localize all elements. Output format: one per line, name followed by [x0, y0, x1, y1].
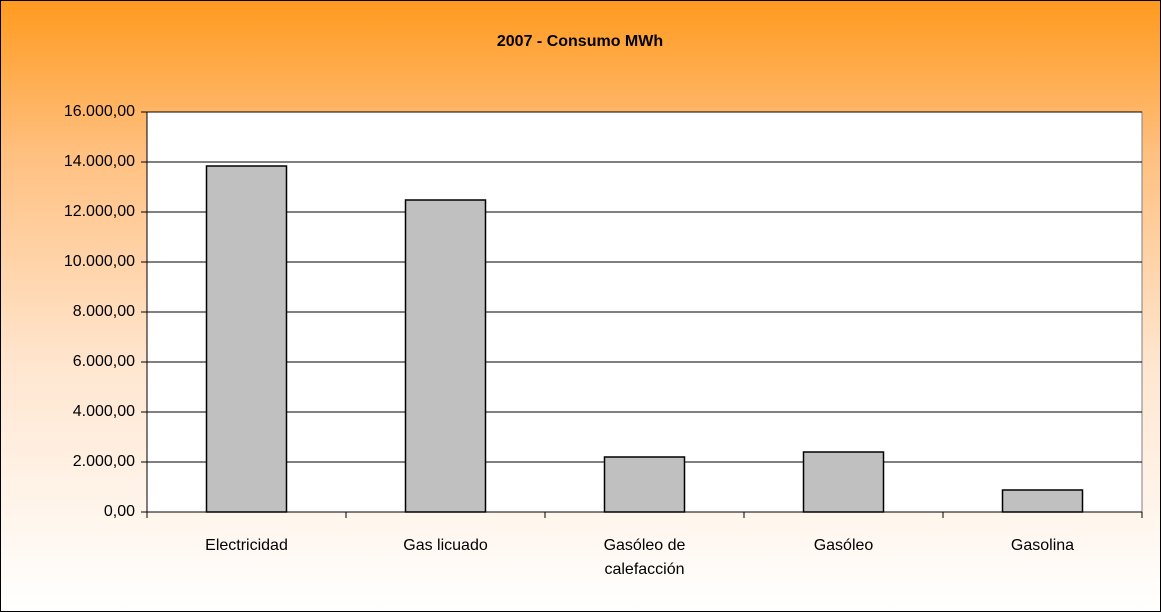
x-tick-label: Gas licuado: [403, 537, 488, 554]
x-tick-label: Gasóleo de calefacción: [603, 537, 686, 578]
x-tick-label: Gasóleo: [813, 537, 874, 554]
bar: [802, 451, 885, 513]
y-tick-label: 16.000,00: [64, 103, 135, 120]
y-tick-label: 12.000,00: [64, 203, 135, 220]
x-tick-label: Electricidad: [205, 537, 288, 554]
bar: [1001, 489, 1084, 513]
bar: [205, 165, 288, 513]
chart-title: 2007 - Consumo MWh: [497, 33, 663, 50]
y-tick-label: 10.000,00: [64, 253, 135, 270]
bar: [603, 456, 686, 513]
y-tick-label: 0,00: [104, 503, 135, 520]
y-tick-label: 4.000,00: [73, 403, 135, 420]
y-tick-label: 6.000,00: [73, 353, 135, 370]
bar: [404, 199, 487, 513]
x-tick-label: Gasolina: [1010, 537, 1075, 554]
y-tick-label: 2.000,00: [73, 453, 135, 470]
y-tick-label: 8.000,00: [73, 303, 135, 320]
y-tick-label: 14.000,00: [64, 153, 135, 170]
